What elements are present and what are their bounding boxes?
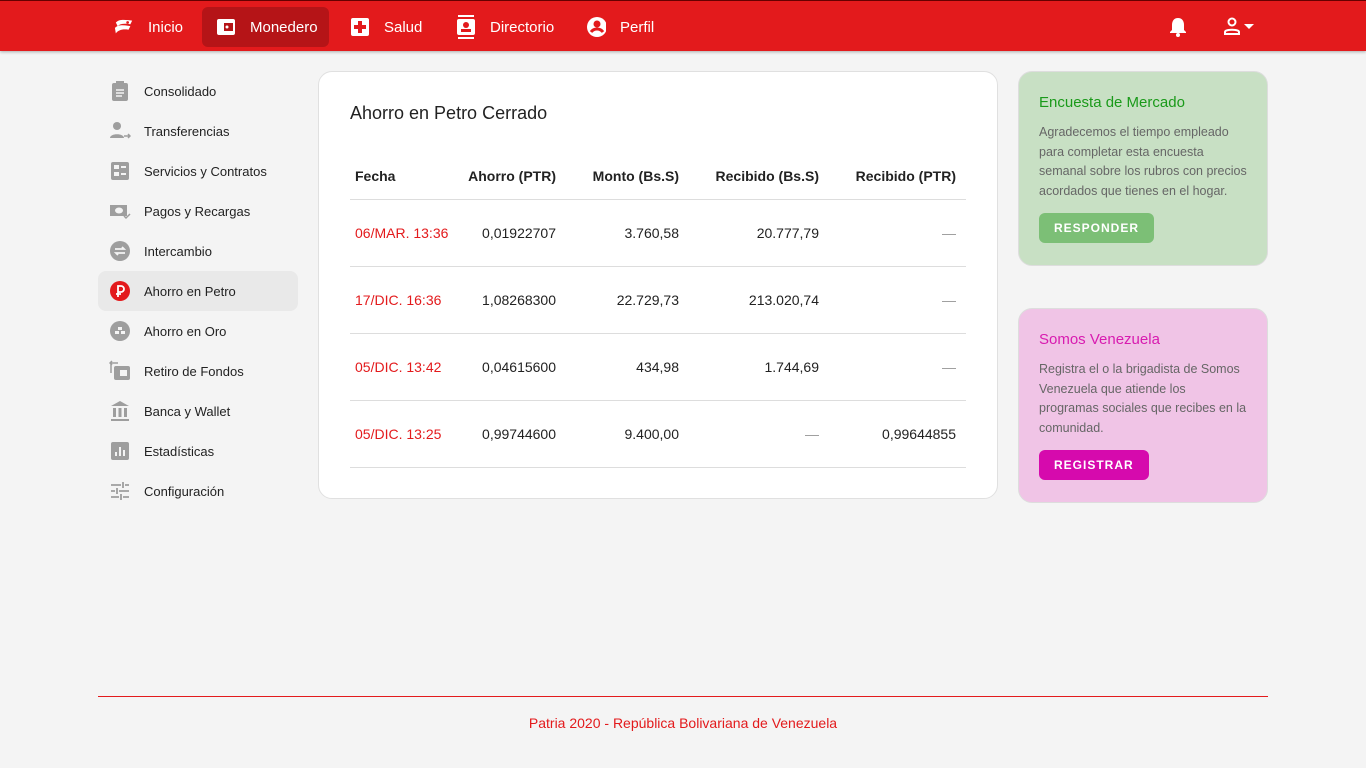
sidebar-item-configuraci-n[interactable]: Configuración (98, 471, 298, 511)
clipboard-icon (109, 80, 131, 102)
nav-label: Perfil (620, 18, 655, 36)
bell-icon[interactable] (1168, 16, 1188, 43)
wallet-icon (216, 17, 236, 37)
withdraw-wallet-icon (109, 360, 131, 382)
table-cell: — (942, 292, 956, 308)
sliders-icon (109, 480, 131, 502)
table-row[interactable]: 05/DIC. 13:25 0,99744600 9.400,00 — 0,996448… (350, 401, 966, 468)
table-cell: 1,08268300 (482, 292, 556, 308)
promo-text: Registra el o la brigadista de Somos Ven… (1039, 362, 1247, 435)
bank-icon (109, 400, 131, 422)
savings-card: Ahorro en Petro Cerrado Fecha Ahorro (PTR… (318, 71, 998, 499)
savings-table: Fecha Ahorro (PTR) Monto (Bs.S) Recibido (B… (350, 152, 966, 468)
contacts-icon (456, 15, 476, 39)
nav-monedero[interactable]: Monedero (202, 7, 329, 47)
sidebar-item-transferencias[interactable]: Transferencias (98, 111, 298, 151)
sidebar-item-servicios-y-contratos[interactable]: Servicios y Contratos (98, 151, 298, 191)
sidebar-item-label: Configuración (144, 483, 225, 499)
table-row[interactable]: 17/DIC. 16:36 1,08268300 22.729,73 213.020,… (350, 267, 966, 334)
sidebar-item-ahorro-en-petro[interactable]: Ahorro en Petro (98, 271, 298, 311)
table-cell: 434,98 (636, 359, 679, 375)
sidebar-item-label: Ahorro en Petro (144, 283, 236, 299)
promo-title: Encuesta de Mercado (1039, 94, 1185, 111)
sidebar-item-label: Estadísticas (144, 443, 215, 459)
table-cell: 0,99644855 (882, 426, 956, 442)
nav-label: Monedero (250, 18, 318, 36)
table-cell: — (805, 426, 819, 442)
page-title: Ahorro en Petro Cerrado (350, 103, 548, 123)
bar-chart-icon (109, 440, 131, 462)
exchange-icon (109, 240, 131, 262)
sidebar-item-consolidado[interactable]: Consolidado (98, 71, 298, 111)
column-header: Recibido (Bs.S) (715, 167, 819, 184)
sidebar-item-label: Banca y Wallet (144, 403, 231, 419)
table-cell: 17/DIC. 16:36 (355, 292, 442, 308)
sidebar-item-label: Transferencias (144, 123, 230, 139)
sidebar-item-estad-sticas[interactable]: Estadísticas (98, 431, 298, 471)
table-cell: 22.729,73 (616, 292, 679, 308)
sidebar-item-label: Ahorro en Oro (144, 323, 227, 339)
table-row[interactable]: 05/DIC. 13:42 0,04615600 434,98 1.744,69 — (350, 334, 966, 401)
promo-card: Somos Venezuela Registra el o la brigadis… (1018, 308, 1268, 503)
table-cell: 9.400,00 (624, 426, 680, 442)
table-cell: — (942, 225, 956, 241)
nav-perfil[interactable]: Perfil (572, 7, 668, 47)
flag-icon (114, 17, 134, 37)
promo-card: Encuesta de Mercado Agradecemos el tiempo… (1018, 71, 1268, 266)
promo-text: Agradecemos el tiempo empleado para comp… (1039, 125, 1247, 198)
column-header: Monto (Bs.S) (592, 167, 679, 184)
payment-check-icon (109, 200, 131, 222)
column-header: Recibido (PTR) (855, 167, 956, 184)
sidebar-item-label: Retiro de Fondos (144, 363, 244, 379)
table-cell: 05/DIC. 13:42 (355, 359, 442, 375)
table-cell: 0,04615600 (482, 359, 556, 375)
table-cell: 0,01922707 (482, 225, 556, 241)
table-cell: 0,99744600 (482, 426, 556, 442)
column-header: Ahorro (PTR) (468, 167, 556, 184)
sidebar-item-pagos-y-recargas[interactable]: Pagos y Recargas (98, 191, 298, 231)
services-list-icon (109, 160, 131, 182)
sidebar-item-label: Pagos y Recargas (144, 203, 251, 219)
sidebar-item-label: Intercambio (144, 243, 212, 259)
nav-label: Salud (384, 18, 423, 36)
top-nav: Inicio Monedero Salud Directorio Perfil (0, 0, 1366, 51)
column-header: Fecha (355, 167, 396, 184)
table-cell: 06/MAR. 13:36 (355, 225, 449, 241)
sidebar-item-label: Consolidado (144, 83, 217, 99)
caret-down-icon (1244, 24, 1254, 29)
account-circle-icon (586, 17, 606, 37)
person-icon (1224, 17, 1240, 35)
footer-divider (98, 696, 1268, 697)
table-row[interactable]: 06/MAR. 13:36 0,01922707 3.760,58 20.777,79… (350, 200, 966, 267)
responder-button[interactable]: RESPONDER (1039, 213, 1155, 243)
table-cell: 20.777,79 (756, 225, 819, 241)
nav-salud[interactable]: Salud (336, 7, 436, 47)
gold-bars-icon (109, 320, 131, 342)
nav-inicio[interactable]: Inicio (100, 7, 197, 47)
sidebar-item-intercambio[interactable]: Intercambio (98, 231, 298, 271)
sidebar-item-retiro-de-fondos[interactable]: Retiro de Fondos (98, 351, 298, 391)
table-cell: 3.760,58 (624, 225, 680, 241)
person-transfer-icon (109, 120, 131, 142)
table-header: Fecha Ahorro (PTR) Monto (Bs.S) Recibido (B… (350, 152, 966, 200)
table-cell: — (942, 359, 956, 375)
registrar-button[interactable]: REGISTRAR (1039, 450, 1149, 480)
petro-icon (109, 280, 131, 302)
nav-label: Inicio (148, 18, 184, 36)
medical-cross-icon (350, 17, 370, 37)
promo-title: Somos Venezuela (1039, 331, 1160, 348)
table-cell: 213.020,74 (748, 292, 819, 308)
table-cell: 1.744,69 (764, 359, 820, 375)
nav-label: Directorio (490, 18, 555, 36)
table-cell: 05/DIC. 13:25 (355, 426, 442, 442)
sidebar-item-ahorro-en-oro[interactable]: Ahorro en Oro (98, 311, 298, 351)
sidebar-item-label: Servicios y Contratos (144, 163, 267, 179)
sidebar-item-banca-y-wallet[interactable]: Banca y Wallet (98, 391, 298, 431)
footer-text: Patria 2020 - República Bolivariana de V… (528, 715, 838, 731)
account-menu-button[interactable] (1222, 16, 1256, 36)
nav-directorio[interactable]: Directorio (442, 7, 568, 47)
